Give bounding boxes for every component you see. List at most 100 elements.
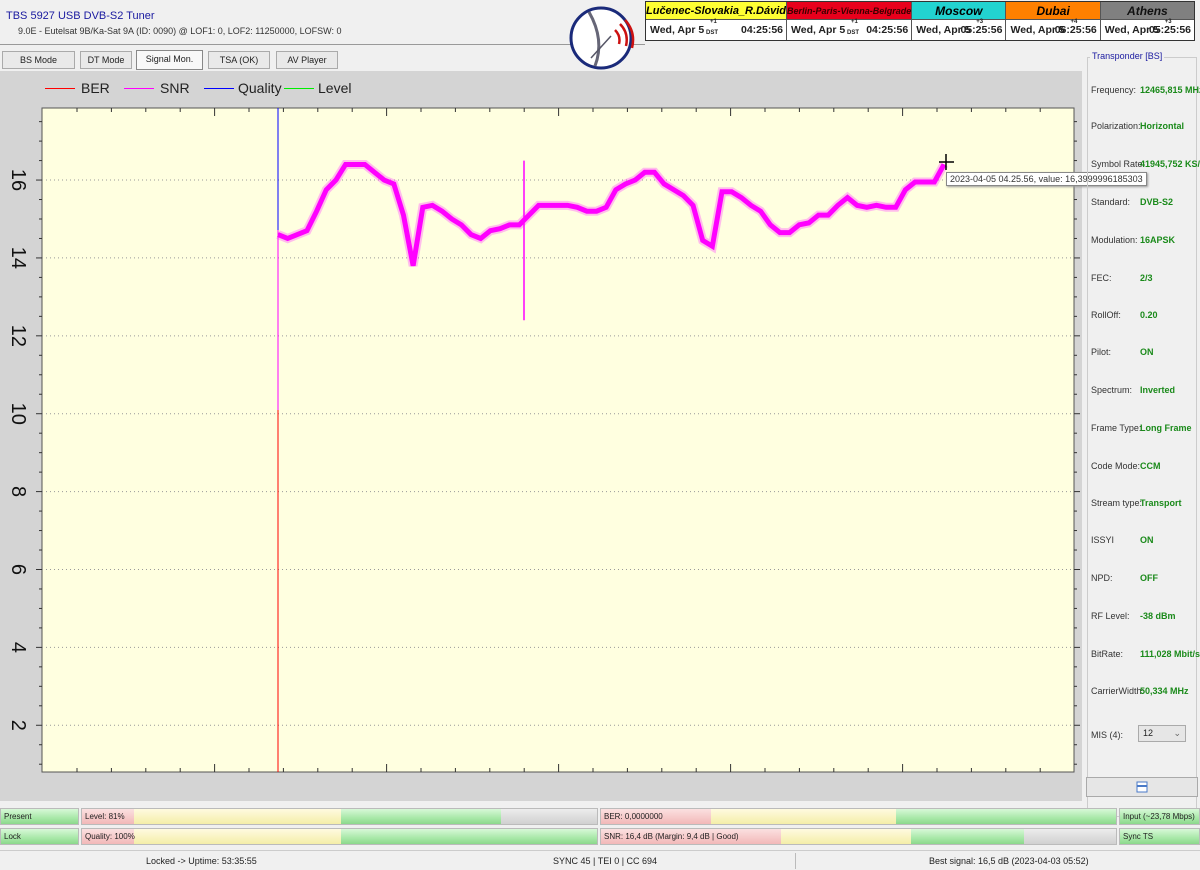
row-label: FEC: bbox=[1091, 273, 1112, 283]
snr-point bbox=[393, 183, 395, 185]
snr-point bbox=[374, 171, 376, 173]
snr-point bbox=[422, 206, 424, 208]
snr-point bbox=[808, 222, 810, 224]
transponder-row: RF Level: -38 dBm bbox=[1091, 611, 1176, 621]
transponder-panel: Transponder [BS] Frequency: 12465,815 MHz… bbox=[1084, 48, 1200, 817]
transponder-row: Frame Type: Long Frame bbox=[1091, 423, 1192, 433]
snr-line bbox=[277, 161, 947, 267]
snr-point bbox=[760, 210, 762, 212]
snr-point bbox=[470, 234, 472, 236]
snr-point bbox=[721, 191, 723, 193]
snr-point bbox=[924, 181, 926, 183]
mis-label: MIS (4): bbox=[1091, 730, 1124, 740]
y-tick-label: 4 bbox=[7, 642, 29, 653]
satellite-info: 9.0E - Eutelsat 9B/Ka-Sat 9A (ID: 0090) … bbox=[18, 26, 342, 36]
row-label: Spectrum: bbox=[1091, 385, 1133, 395]
row-label: Standard: bbox=[1091, 197, 1131, 207]
snr-point bbox=[731, 191, 733, 193]
snr-point bbox=[624, 183, 626, 185]
clock-time: 04:25:56 bbox=[740, 24, 784, 36]
snr-point bbox=[740, 197, 742, 199]
row-label: Symbol Rate: bbox=[1091, 159, 1146, 169]
tab-tsa[interactable]: TSA (OK) bbox=[208, 51, 270, 69]
tab-av-player[interactable]: AV Player bbox=[276, 51, 338, 69]
row-value: ON bbox=[1140, 535, 1154, 545]
tab-signal-monitor[interactable]: Signal Mon. bbox=[136, 50, 203, 70]
clock-2: Moscow Wed, Apr 5 +3 05:25:56 bbox=[912, 2, 1007, 40]
signal-chart[interactable]: 2 4 6 8 10 12 14 16 bbox=[0, 0, 1084, 800]
transponder-row: Frequency: 12465,815 MHz bbox=[1091, 85, 1200, 95]
row-value: ON bbox=[1140, 347, 1154, 357]
divider bbox=[0, 44, 645, 45]
clock-dst: DST bbox=[706, 30, 718, 36]
snr-point bbox=[827, 214, 829, 216]
snr-point bbox=[567, 204, 569, 206]
snr-point bbox=[866, 206, 868, 208]
clock-city: Moscow bbox=[912, 2, 1006, 20]
clock-offset: +1 bbox=[710, 19, 717, 25]
snr-point bbox=[277, 234, 279, 236]
row-label: RollOff: bbox=[1091, 310, 1121, 320]
transponder-row: NPD: OFF bbox=[1091, 573, 1158, 583]
row-label: Stream type: bbox=[1091, 498, 1143, 508]
snr-point bbox=[750, 204, 752, 206]
tab-dt-mode[interactable]: DT Mode bbox=[80, 51, 132, 69]
snr-point bbox=[943, 163, 945, 165]
row-value: 12465,815 MHz bbox=[1140, 85, 1200, 95]
snr-point bbox=[711, 245, 713, 247]
row-value: Inverted bbox=[1140, 385, 1176, 395]
row-label: Modulation: bbox=[1091, 235, 1138, 245]
row-label: Frame Type: bbox=[1091, 423, 1142, 433]
present-indicator: Present bbox=[0, 808, 79, 825]
snr-point bbox=[451, 218, 453, 220]
snr-point bbox=[682, 195, 684, 197]
clock-date: Wed, Apr 5 bbox=[916, 24, 971, 36]
snr-point bbox=[885, 206, 887, 208]
panel-toggle-button[interactable] bbox=[1086, 777, 1198, 797]
world-clocks: Lučenec-Slovakia_R.Dávid Wed, Apr 5 +1 DST… bbox=[645, 1, 1195, 41]
row-label: ISSYI bbox=[1091, 535, 1115, 545]
tab-bs-mode[interactable]: BS Mode bbox=[2, 51, 75, 69]
status-uptime: Locked -> Uptime: 53:35:55 bbox=[146, 856, 257, 866]
transponder-row: RollOff: 0.20 bbox=[1091, 310, 1158, 320]
snr-point bbox=[789, 232, 791, 234]
row-value: Transport bbox=[1140, 498, 1182, 508]
clock-city: Athens bbox=[1100, 2, 1195, 20]
row-value: OFF bbox=[1140, 573, 1158, 583]
snr-point bbox=[875, 204, 877, 206]
snr-point bbox=[538, 204, 540, 206]
window-icon bbox=[1136, 781, 1148, 793]
snr-point bbox=[895, 206, 897, 208]
legend-label-ber: BER bbox=[81, 80, 110, 96]
clock-4: Athens Wed, Apr 5 +3 05:25:56 bbox=[1100, 2, 1195, 40]
snr-point bbox=[547, 204, 549, 206]
snr-point bbox=[557, 204, 559, 206]
y-tick-label: 10 bbox=[7, 403, 29, 425]
mis-select[interactable]: 12 ⌄ bbox=[1138, 725, 1186, 742]
snr-point bbox=[692, 204, 694, 206]
row-label: RF Level: bbox=[1091, 611, 1130, 621]
snr-point bbox=[904, 189, 906, 191]
clock-time: 05:25:56 bbox=[1148, 24, 1192, 36]
clock-3: Dubai Wed, Apr 5 +4 06:25:56 bbox=[1006, 2, 1101, 40]
legend-swatch-ber bbox=[45, 88, 75, 89]
row-value: 41945,752 KS/s bbox=[1140, 159, 1200, 169]
snr-point bbox=[634, 179, 636, 181]
legend-swatch-quality bbox=[204, 88, 234, 89]
clock-date: Wed, Apr 5 bbox=[791, 24, 846, 36]
clock-city: Berlin-Paris-Vienna-Belgrade bbox=[787, 2, 912, 20]
transponder-row: Polarization: Horizontal bbox=[1091, 121, 1184, 131]
legend-label-level: Level bbox=[318, 80, 352, 96]
clock-time: 05:25:56 bbox=[960, 24, 1003, 36]
clock-city: Dubai bbox=[1006, 2, 1100, 20]
transponder-row: CarrierWidth: 50,334 MHz bbox=[1091, 686, 1189, 696]
snr-point bbox=[673, 189, 675, 191]
snr-point bbox=[480, 237, 482, 239]
snr-point bbox=[489, 230, 491, 232]
snr-point bbox=[296, 234, 298, 236]
chart-tooltip: 2023-04-05 04.25.56, value: 16,399999618… bbox=[946, 172, 1147, 186]
snr-point bbox=[325, 189, 327, 191]
snr-point bbox=[509, 224, 511, 226]
transponder-row: Pilot: ON bbox=[1091, 347, 1154, 357]
clock-0: Lučenec-Slovakia_R.Dávid Wed, Apr 5 +1 DST… bbox=[646, 2, 788, 40]
